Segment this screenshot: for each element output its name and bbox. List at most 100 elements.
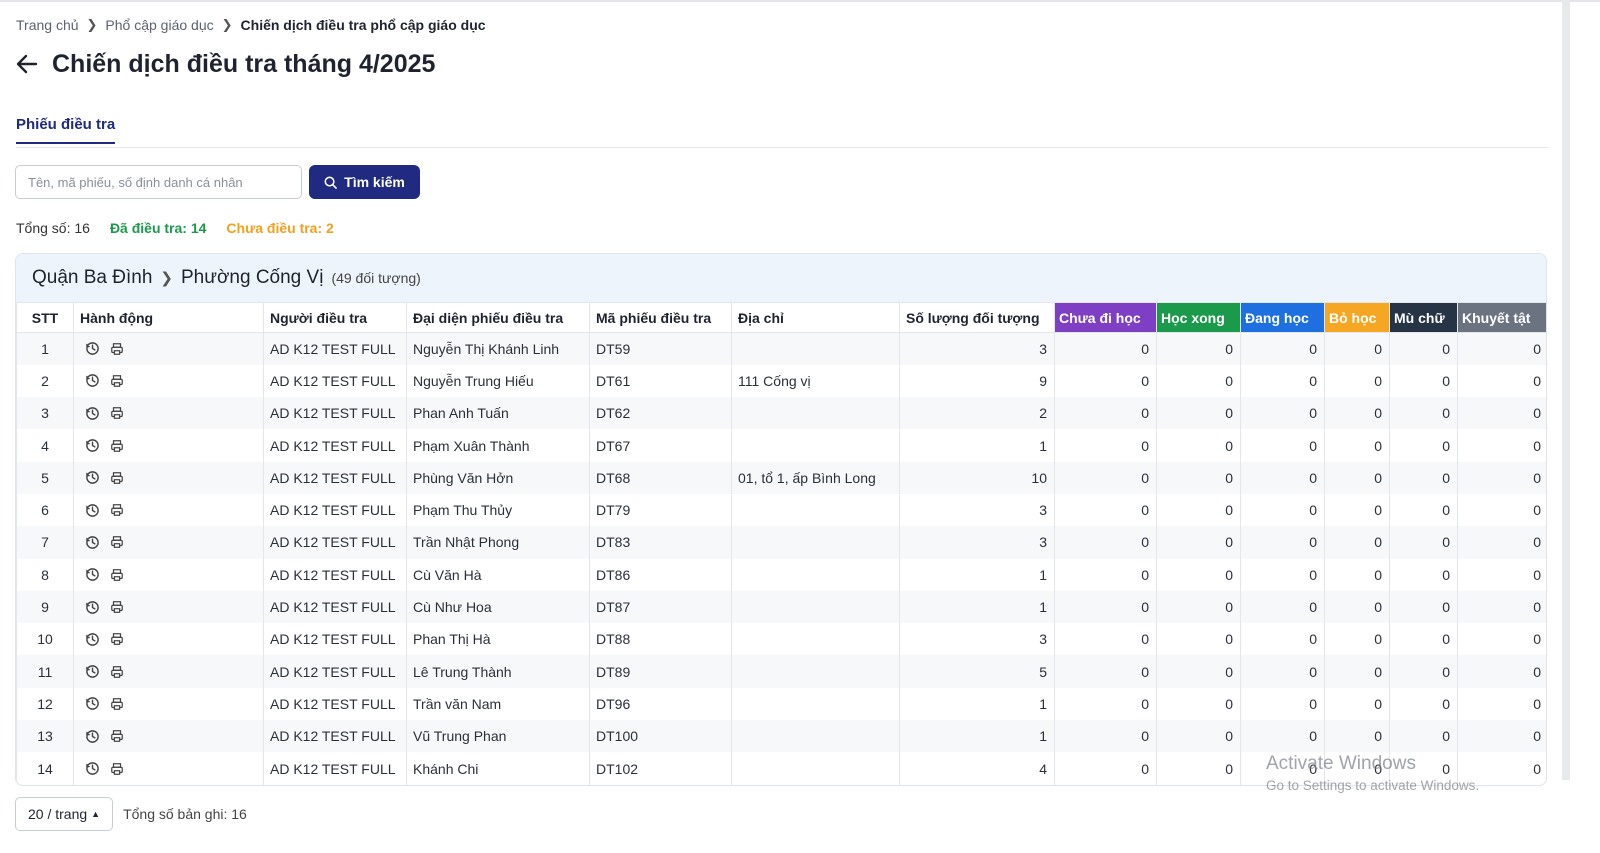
cell-address xyxy=(731,429,900,462)
back-arrow-icon[interactable] xyxy=(16,52,38,78)
vertical-scrollbar[interactable] xyxy=(1562,0,1570,780)
cell-surveyor: AD K12 TEST FULL xyxy=(263,720,407,753)
cell-actions xyxy=(73,655,264,688)
cell-chua-di-hoc: 0 xyxy=(1054,461,1157,494)
table-row[interactable]: 11 AD K12 TEST FULL Lê Trung Thành DT89 5 0 0 0… xyxy=(16,655,1546,688)
table-row[interactable]: 4 AD K12 TEST FULL Phạm Xuân Thành DT67 1 0 0 0… xyxy=(16,429,1546,462)
table-row[interactable]: 14 AD K12 TEST FULL Khánh Chi DT102 4 0 0 0 0 0 0 xyxy=(16,752,1546,785)
cell-chua-di-hoc: 0 xyxy=(1054,493,1157,527)
survey-table: STT Hành động Người điều tra Đại diện phiếu… xyxy=(16,302,1546,785)
cell-actions xyxy=(73,461,264,494)
cell-bo-hoc: 0 xyxy=(1324,332,1390,365)
cell-subject-count: 1 xyxy=(899,558,1055,591)
cell-surveyor: AD K12 TEST FULL xyxy=(263,558,407,591)
cell-chua-di-hoc: 0 xyxy=(1054,397,1157,430)
history-icon[interactable] xyxy=(85,406,100,421)
history-icon[interactable] xyxy=(85,373,100,388)
table-row[interactable]: 8 AD K12 TEST FULL Cù Văn Hà DT86 1 0 0 0 0 0 0 xyxy=(16,558,1546,591)
table-row[interactable]: 13 AD K12 TEST FULL Vũ Trung Phan DT100 1 0 0 0… xyxy=(16,720,1546,753)
print-icon[interactable] xyxy=(110,665,124,679)
print-icon[interactable] xyxy=(110,632,124,646)
print-icon[interactable] xyxy=(110,568,124,582)
history-icon[interactable] xyxy=(85,600,100,615)
tab-phieu-dieu-tra[interactable]: Phiếu điều tra xyxy=(16,116,116,144)
table-row[interactable]: 1 AD K12 TEST FULL Nguyễn Thị Khánh Linh DT… xyxy=(16,332,1546,365)
cell-chua-di-hoc: 0 xyxy=(1054,364,1157,398)
cell-address xyxy=(731,623,900,656)
print-icon[interactable] xyxy=(110,374,124,388)
history-icon[interactable] xyxy=(85,761,100,776)
cell-form-code: DT89 xyxy=(589,655,732,688)
table-row[interactable]: 12 AD K12 TEST FULL Trần văn Nam DT96 1 0 0 0 0 0… xyxy=(16,687,1546,721)
cell-hoc-xong: 0 xyxy=(1156,623,1241,656)
cell-dang-hoc: 0 xyxy=(1240,461,1325,494)
print-icon[interactable] xyxy=(110,471,124,485)
history-icon[interactable] xyxy=(85,438,100,453)
column-header: Đại diện phiếu điều tra xyxy=(406,302,590,333)
total-records: Tổng số bản ghi: 16 xyxy=(123,806,247,822)
history-icon[interactable] xyxy=(85,567,100,582)
watermark-subtitle: Go to Settings to activate Windows. xyxy=(1266,778,1480,793)
cell-dang-hoc: 0 xyxy=(1240,526,1325,559)
history-icon[interactable] xyxy=(85,632,100,647)
cell-khuyet-tat: 0 xyxy=(1457,526,1546,559)
group-ward: Phường Cống Vị xyxy=(181,267,324,288)
cell-mu-chu: 0 xyxy=(1389,558,1458,591)
cell-bo-hoc: 0 xyxy=(1324,397,1390,430)
cell-khuyet-tat: 0 xyxy=(1457,461,1546,494)
cell-subject-count: 4 xyxy=(899,752,1055,785)
table-row[interactable]: 7 AD K12 TEST FULL Trần Nhật Phong DT83 3 0 0 0… xyxy=(16,526,1546,559)
history-icon[interactable] xyxy=(85,341,100,356)
print-icon[interactable] xyxy=(110,406,124,420)
print-icon[interactable] xyxy=(110,342,124,356)
cell-stt: 1 xyxy=(16,332,74,365)
cell-chua-di-hoc: 0 xyxy=(1054,429,1157,462)
cell-actions xyxy=(73,429,264,462)
column-header: Số lượng đối tượng xyxy=(899,302,1055,333)
print-icon[interactable] xyxy=(110,697,124,711)
cell-surveyor: AD K12 TEST FULL xyxy=(263,655,407,688)
history-icon[interactable] xyxy=(85,535,100,550)
cell-representative: Khánh Chi xyxy=(406,752,590,785)
cell-khuyet-tat: 0 xyxy=(1457,752,1546,785)
cell-dang-hoc: 0 xyxy=(1240,720,1325,753)
cell-bo-hoc: 0 xyxy=(1324,461,1390,494)
page-size-select[interactable]: 20 / trang ▲ xyxy=(15,797,114,831)
table-row[interactable]: 3 AD K12 TEST FULL Phan Anh Tuấn DT62 2 0 0 0 0 0… xyxy=(16,397,1546,430)
breadcrumb-section[interactable]: Phổ cập giáo dục xyxy=(105,17,214,33)
cell-representative: Nguyễn Trung Hiếu xyxy=(406,364,590,398)
column-header: Địa chỉ xyxy=(731,302,900,333)
tab-bar: Phiếu điều tra xyxy=(16,112,1548,148)
breadcrumb-home[interactable]: Trang chủ xyxy=(16,17,79,33)
cell-bo-hoc: 0 xyxy=(1324,720,1390,753)
cell-hoc-xong: 0 xyxy=(1156,493,1241,527)
cell-stt: 7 xyxy=(16,526,74,559)
cell-form-code: DT86 xyxy=(589,558,732,591)
print-icon[interactable] xyxy=(110,729,124,743)
history-icon[interactable] xyxy=(85,503,100,518)
history-icon[interactable] xyxy=(85,470,100,485)
table-row[interactable]: 5 AD K12 TEST FULL Phùng Văn Hởn DT68 01, tổ… xyxy=(16,461,1546,494)
search-button[interactable]: Tìm kiếm xyxy=(309,165,420,199)
table-header-row: STT Hành động Người điều tra Đại diện phiếu… xyxy=(16,302,1546,333)
history-icon[interactable] xyxy=(85,729,100,744)
history-icon[interactable] xyxy=(85,664,100,679)
cell-actions xyxy=(73,332,264,365)
cell-representative: Cù Văn Hà xyxy=(406,558,590,591)
table-row[interactable]: 10 AD K12 TEST FULL Phan Thị Hà DT88 3 0 0 0 0 0 0 xyxy=(16,623,1546,656)
print-icon[interactable] xyxy=(110,439,124,453)
history-icon[interactable] xyxy=(85,696,100,711)
print-icon[interactable] xyxy=(110,503,124,517)
table-row[interactable]: 2 AD K12 TEST FULL Nguyễn Trung Hiếu DT61 11… xyxy=(16,364,1546,398)
stat-done: Đã điều tra: 14 xyxy=(109,220,207,236)
table-row[interactable]: 9 AD K12 TEST FULL Cù Như Hoa DT87 1 0 0 0 0 0 0 xyxy=(16,590,1546,624)
windows-activation-watermark: Activate Windows Go to Settings to activ… xyxy=(1266,753,1479,793)
search-input[interactable] xyxy=(15,165,302,199)
print-icon[interactable] xyxy=(110,762,124,776)
cell-form-code: DT59 xyxy=(589,332,732,365)
print-icon[interactable] xyxy=(110,600,124,614)
cell-chua-di-hoc: 0 xyxy=(1054,526,1157,559)
print-icon[interactable] xyxy=(110,535,124,549)
table-row[interactable]: 6 AD K12 TEST FULL Phạm Thu Thủy DT79 3 0 0 0 0 0… xyxy=(16,493,1546,527)
cell-khuyet-tat: 0 xyxy=(1457,623,1546,656)
